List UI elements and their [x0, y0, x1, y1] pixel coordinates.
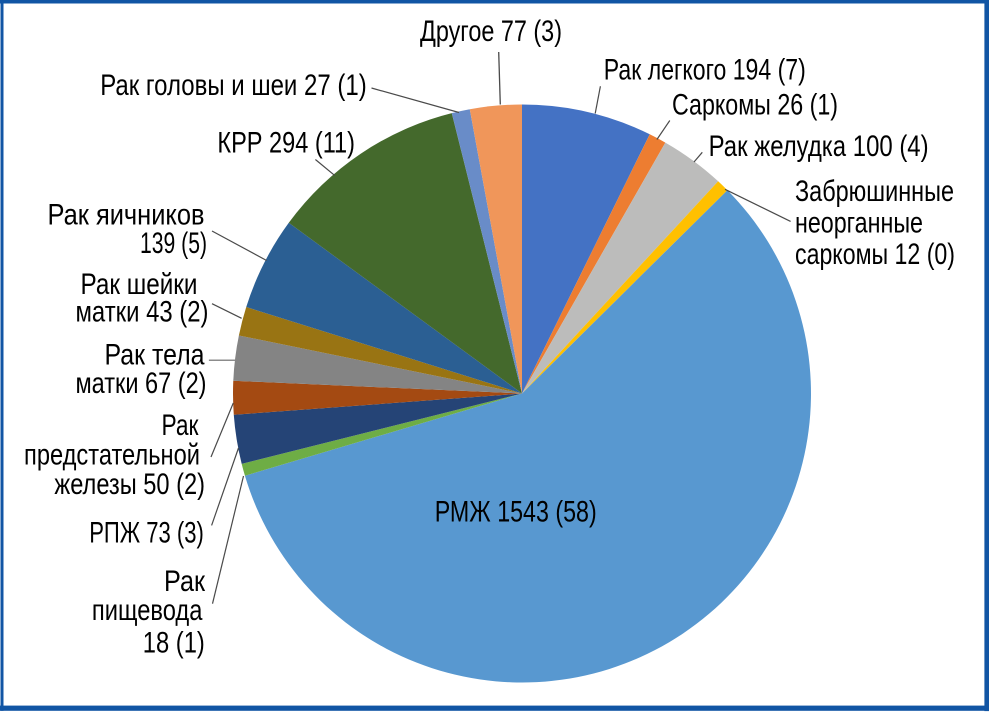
- svg-text:предстательной: предстательной: [24, 439, 200, 472]
- svg-text:саркомы 12 (0): саркомы 12 (0): [795, 238, 955, 271]
- svg-text:железы 50 (2): железы 50 (2): [54, 468, 205, 501]
- svg-text:Саркомы 26 (1): Саркомы 26 (1): [672, 89, 838, 122]
- svg-text:матки 67 (2): матки 67 (2): [76, 367, 207, 400]
- svg-text:Забрюшинные: Забрюшинные: [795, 175, 954, 208]
- svg-text:Рак: Рак: [164, 565, 206, 598]
- svg-text:Рак шейки: Рак шейки: [81, 268, 198, 301]
- svg-text:Рак легкого 194 (7): Рак легкого 194 (7): [604, 54, 806, 87]
- svg-text:Другое 77 (3): Другое 77 (3): [420, 15, 562, 48]
- svg-text:Рак головы и шеи 27 (1): Рак головы и шеи 27 (1): [100, 69, 367, 102]
- svg-text:139 (5): 139 (5): [140, 227, 207, 260]
- svg-text:Рак желудка 100 (4): Рак желудка 100 (4): [709, 130, 929, 163]
- svg-text:Рак яичников: Рак яичников: [48, 199, 205, 232]
- svg-text:неорганные: неорганные: [795, 207, 923, 240]
- svg-text:матки 43 (2): матки 43 (2): [76, 296, 209, 329]
- svg-text:КРР 294 (11): КРР 294 (11): [217, 127, 355, 160]
- svg-text:РМЖ 1543 (58): РМЖ 1543 (58): [435, 496, 597, 529]
- svg-text:Рак: Рак: [162, 409, 200, 442]
- svg-text:Рак тела: Рак тела: [105, 339, 205, 372]
- svg-text:18 (1): 18 (1): [143, 627, 205, 660]
- svg-text:РПЖ 73 (3): РПЖ 73 (3): [89, 516, 204, 549]
- svg-text:пищевода: пищевода: [92, 594, 203, 627]
